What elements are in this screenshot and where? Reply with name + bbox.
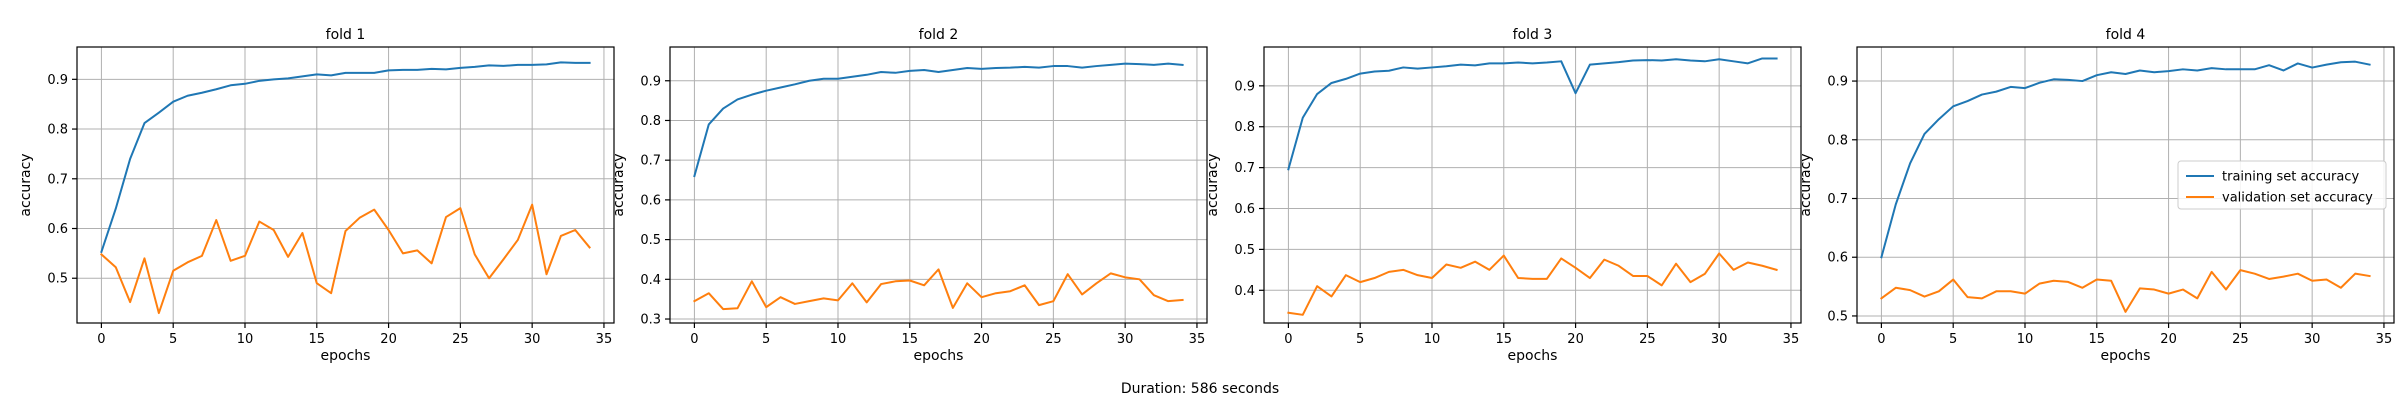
y-tick-label: 0.9 <box>640 74 661 89</box>
x-tick-label: 35 <box>1783 332 1800 347</box>
validation-accuracy-line <box>1880 269 2371 313</box>
y-tick-label: 0.9 <box>1234 79 1255 94</box>
training-accuracy-line <box>693 62 1184 178</box>
subplot-title: fold 2 <box>919 27 959 43</box>
y-tick-label: 0.5 <box>1234 243 1255 258</box>
y-tick-label: 0.4 <box>640 273 661 288</box>
x-tick-label: 5 <box>1356 332 1364 347</box>
y-tick-label: 0.5 <box>640 233 661 248</box>
x-tick-label: 0 <box>690 332 698 347</box>
training-accuracy-line <box>1287 57 1778 171</box>
validation-accuracy-line <box>693 268 1184 311</box>
axes-frame <box>669 46 1208 324</box>
y-tick-label: 0.8 <box>1234 120 1255 135</box>
training-accuracy-line <box>1880 60 2371 259</box>
y-tick-label: 0.6 <box>1234 202 1255 217</box>
x-tick-label: 15 <box>902 332 919 347</box>
y-axis-label: accuracy <box>1798 153 1814 216</box>
x-tick-label: 10 <box>237 332 254 347</box>
subplot-title: fold 3 <box>1513 27 1553 43</box>
x-axis-label: epochs <box>1508 348 1558 364</box>
subplot-fold-3: 0 5 10 15 20 25 30 35 0.4 0.5 0.6 0.7 0.8 0.9 fold 3 ep… <box>1205 27 1802 364</box>
y-tick-label: 0.9 <box>47 73 68 88</box>
x-axis-label: epochs <box>914 348 964 364</box>
x-tick-label: 10 <box>2017 332 2034 347</box>
y-axis-label: accuracy <box>611 153 627 216</box>
legend-box <box>2177 160 2387 210</box>
axes-frame <box>1263 46 1802 324</box>
x-tick-label: 0 <box>97 332 105 347</box>
x-tick-label: 10 <box>1424 332 1441 347</box>
y-tick-label: 0.7 <box>47 172 68 187</box>
x-tick-label: 20 <box>1567 332 1584 347</box>
y-tick-label: 0.5 <box>47 272 68 287</box>
x-tick-label: 15 <box>2089 332 2106 347</box>
y-axis-label: accuracy <box>1205 153 1221 216</box>
legend-label-validation: validation set accuracy <box>2222 191 2373 206</box>
x-tick-label: 30 <box>1117 332 1134 347</box>
x-tick-label: 5 <box>1949 332 1957 347</box>
x-tick-label: 30 <box>2304 332 2321 347</box>
x-tick-label: 35 <box>596 332 613 347</box>
y-tick-label: 0.8 <box>1827 133 1848 148</box>
x-tick-label: 15 <box>1496 332 1513 347</box>
x-axis-label: epochs <box>2101 348 2151 364</box>
x-tick-label: 15 <box>309 332 326 347</box>
y-axis-label: accuracy <box>18 153 34 216</box>
x-tick-label: 20 <box>2160 332 2177 347</box>
x-tick-label: 30 <box>524 332 541 347</box>
y-tick-label: 0.6 <box>1827 251 1848 266</box>
y-tick-label: 0.6 <box>47 222 68 237</box>
x-axis-label: epochs <box>321 348 371 364</box>
x-tick-label: 25 <box>2232 332 2249 347</box>
y-tick-label: 0.3 <box>640 313 661 328</box>
x-tick-label: 25 <box>1639 332 1656 347</box>
y-tick-label: 0.9 <box>1827 75 1848 90</box>
legend-label-training: training set accuracy <box>2222 170 2359 185</box>
subplot-fold-2: 0 5 10 15 20 25 30 35 0.3 0.4 0.5 0.6 0.7 0.8 0.9 fold … <box>611 27 1208 364</box>
x-tick-label: 30 <box>1711 332 1728 347</box>
axes-frame <box>76 46 615 324</box>
x-tick-label: 25 <box>1045 332 1062 347</box>
y-tick-label: 0.7 <box>1234 161 1255 176</box>
training-accuracy-line <box>100 61 591 254</box>
y-tick-label: 0.5 <box>1827 309 1848 324</box>
y-tick-label: 0.6 <box>640 193 661 208</box>
x-tick-label: 35 <box>1189 332 1206 347</box>
axes-frame <box>1856 46 2395 324</box>
x-tick-label: 20 <box>380 332 397 347</box>
validation-accuracy-line <box>1287 252 1778 316</box>
y-tick-label: 0.4 <box>1234 284 1255 299</box>
x-tick-label: 25 <box>452 332 469 347</box>
subplot-title: fold 4 <box>2106 27 2146 43</box>
subplot-title: fold 1 <box>326 27 366 43</box>
subplot-fold-4: 0 5 10 15 20 25 30 35 0.5 0.6 0.7 0.8 0.9 fold 4 epoch… <box>1798 27 2395 364</box>
x-tick-label: 10 <box>830 332 847 347</box>
x-tick-label: 5 <box>169 332 177 347</box>
y-tick-label: 0.7 <box>640 154 661 169</box>
subplot-fold-1: 0 5 10 15 20 25 30 35 0.5 0.6 0.7 0.8 0.9 fold 1 epoch… <box>18 27 615 364</box>
x-tick-label: 20 <box>973 332 990 347</box>
y-tick-label: 0.8 <box>47 123 68 138</box>
x-tick-label: 35 <box>2376 332 2393 347</box>
y-tick-label: 0.8 <box>640 114 661 129</box>
validation-accuracy-line <box>99 203 591 315</box>
y-tick-label: 0.7 <box>1827 192 1848 207</box>
x-tick-label: 0 <box>1284 332 1292 347</box>
x-tick-label: 5 <box>762 332 770 347</box>
x-tick-label: 0 <box>1877 332 1885 347</box>
legend: training set accuracy validation set accu… <box>2177 160 2387 210</box>
duration-caption: Duration: 586 seconds <box>1121 381 1279 397</box>
